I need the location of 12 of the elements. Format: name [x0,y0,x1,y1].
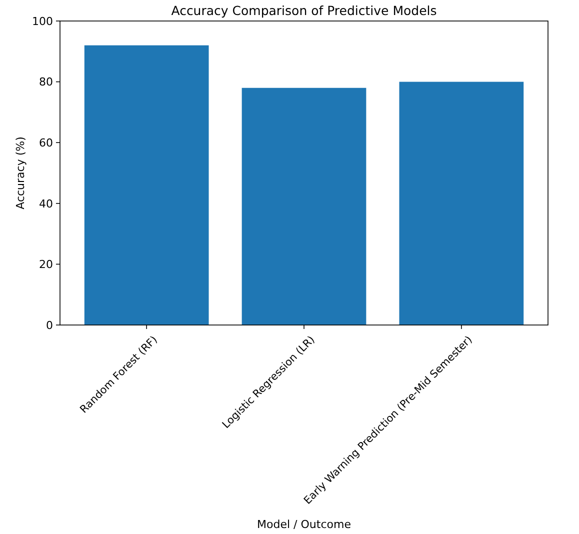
bar [84,45,209,325]
chart-title: Accuracy Comparison of Predictive Models [171,3,437,18]
y-tick-label: 0 [46,318,53,332]
y-axis-title: Accuracy (%) [14,136,27,210]
y-tick-label: 40 [39,197,53,210]
x-axis-title: Model / Outcome [257,518,352,531]
bar [399,82,524,325]
y-tick-label: 100 [32,14,53,28]
y-tick-label: 60 [39,136,53,150]
y-tick-label: 80 [39,76,53,89]
bar [242,88,366,325]
y-tick-label: 20 [39,258,53,272]
